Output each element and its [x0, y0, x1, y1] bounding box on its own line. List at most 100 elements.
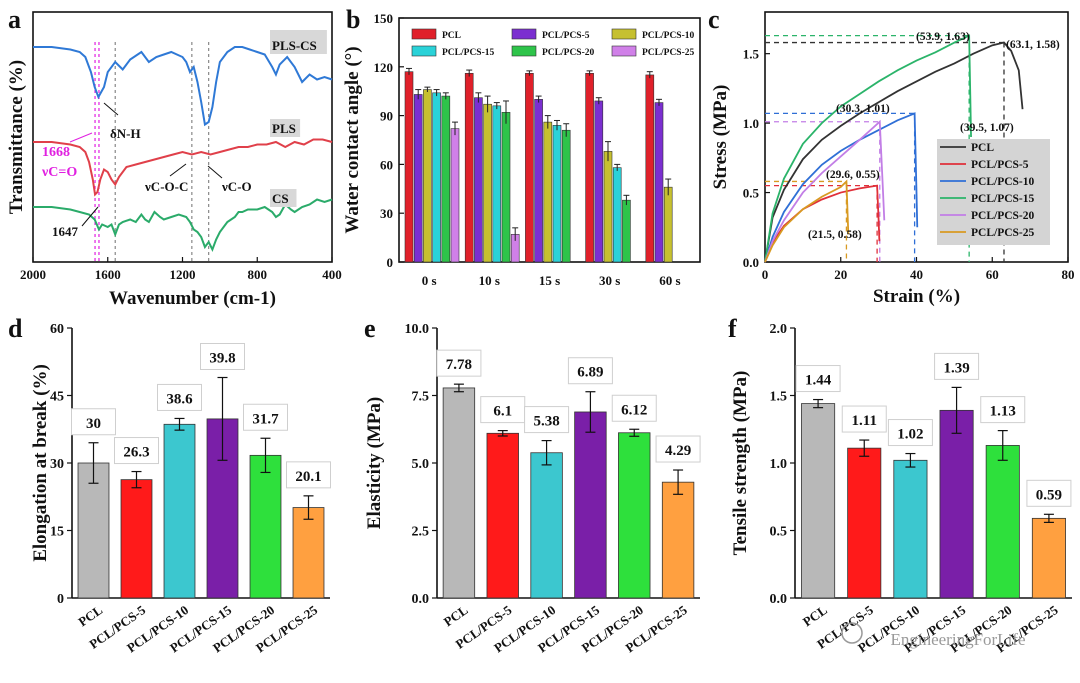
- x-tick-label: 0: [762, 267, 769, 282]
- y-tick-label: 0.5: [743, 186, 760, 201]
- bar: [163, 423, 196, 599]
- data-label: 26.3: [123, 445, 149, 461]
- x-tick-label: 30 s: [599, 273, 620, 288]
- panel-f: 0.0 0.5 1.0 1.5 2.0 Tensile strength (MPa) 1.4…: [730, 322, 1072, 655]
- bar: [530, 452, 563, 599]
- data-label-box: [934, 352, 980, 380]
- annotation-arrow: [207, 165, 223, 179]
- legend-swatch: [411, 28, 437, 40]
- bar: [525, 73, 534, 263]
- bar: [585, 73, 594, 263]
- legend-label: PCL/PCS-10: [971, 176, 1035, 188]
- data-label: 5.38: [533, 414, 559, 430]
- series-line: [764, 184, 881, 263]
- bar: [292, 507, 325, 599]
- bar: [404, 71, 414, 263]
- legend-swatch: [611, 45, 637, 57]
- bar: [442, 387, 476, 599]
- x-tick-label: 1600: [95, 267, 121, 282]
- bar: [893, 459, 928, 599]
- panel-letter-d: d: [8, 314, 23, 343]
- annotation-arrow: [81, 206, 99, 227]
- data-label-box: [1026, 479, 1072, 507]
- bar: [552, 125, 562, 263]
- legend-swatch: [511, 45, 537, 57]
- legend-label: PCL/PCS-15: [971, 193, 1035, 205]
- legend-label: PCL/PCS-20: [971, 210, 1035, 222]
- y-tick-label: 7.5: [412, 390, 430, 405]
- series-line: [764, 41, 1024, 263]
- data-label: 4.29: [665, 443, 691, 459]
- bar: [432, 92, 441, 263]
- bar: [661, 481, 695, 599]
- legend-label: PCL/PCS-5: [542, 31, 590, 41]
- data-label: 6.1: [493, 404, 512, 420]
- bar: [612, 167, 622, 263]
- x-tick-label: 80: [1062, 267, 1075, 282]
- annotation-arrow: [103, 102, 119, 116]
- bar: [847, 447, 882, 599]
- y-tick-label: 0: [387, 255, 394, 270]
- data-label: 6.89: [577, 365, 603, 381]
- series-label-bg: [270, 189, 297, 207]
- bar: [594, 100, 604, 263]
- data-label: 6.12: [621, 402, 647, 418]
- data-label: 1.44: [805, 373, 832, 389]
- series-label-bg: [270, 30, 327, 54]
- x-tick-label: 40: [910, 267, 923, 282]
- panel-b: 0 30 60 90 120 150 Water contact angle (°) 0 s 1…: [342, 11, 701, 288]
- annotation: 1647: [52, 224, 79, 239]
- peak-annotation: (29.6, 0.55): [826, 169, 880, 181]
- y-tick-label: 10.0: [405, 322, 430, 337]
- panel-letter-f: f: [728, 314, 737, 343]
- panel-c: 0 20 40 60 80 0.0 0.5 1.0 1.5 Strain (%) Stress (M…: [710, 11, 1075, 307]
- legend-label: PCL/PCS-20: [542, 48, 595, 58]
- y-tick-label: 2.5: [412, 525, 430, 540]
- watermark: EngineeringForLife: [890, 630, 1025, 649]
- panel-letter-a: a: [8, 5, 21, 34]
- panel-letter-b: b: [346, 5, 360, 34]
- y-tick-label: 0: [57, 592, 64, 607]
- legend-swatch: [611, 28, 637, 40]
- y-tick-label: 2.0: [770, 322, 788, 337]
- bar: [543, 121, 553, 263]
- y-tick-label: 0.0: [743, 255, 759, 270]
- y-tick-label: 90: [380, 109, 393, 124]
- data-label-box: [200, 343, 245, 370]
- x-tick-label: PCL: [441, 602, 471, 629]
- x-tick-label: 60 s: [659, 273, 680, 288]
- data-label-box: [567, 357, 613, 385]
- x-tick-label: PCL: [800, 602, 830, 629]
- bar: [249, 454, 282, 599]
- x-tick-label: 2000: [20, 267, 46, 282]
- bar: [492, 105, 502, 263]
- bar: [645, 74, 655, 263]
- bar: [939, 409, 974, 599]
- bar: [483, 103, 492, 263]
- annotation-arrow: [69, 132, 93, 143]
- wechat-icon: [841, 622, 863, 644]
- series-line: [764, 34, 972, 263]
- data-label: 1.13: [990, 404, 1016, 420]
- data-label: 1.39: [943, 360, 969, 376]
- data-label-box: [286, 461, 331, 489]
- bar: [486, 432, 519, 599]
- bar: [663, 186, 673, 263]
- bar: [534, 99, 543, 263]
- data-label: 30: [86, 416, 101, 432]
- peak-annotation: (53.9, 1.63): [916, 31, 970, 43]
- data-label: 1.11: [852, 413, 877, 429]
- x-axis-label: Strain (%): [873, 286, 960, 307]
- x-tick-label: 10 s: [479, 273, 500, 288]
- y-tick-label: 30: [50, 457, 64, 472]
- y-tick-label: 30: [380, 206, 393, 221]
- data-label-box: [887, 419, 933, 447]
- y-axis-label: Water contact angle (°): [342, 46, 363, 233]
- x-tick-label: 400: [322, 267, 342, 282]
- bar: [501, 112, 511, 263]
- data-label-box: [611, 394, 657, 422]
- data-label: 38.6: [166, 391, 193, 407]
- bar: [1031, 517, 1066, 599]
- data-label: 20.1: [295, 469, 321, 485]
- y-tick-label: 120: [374, 60, 394, 75]
